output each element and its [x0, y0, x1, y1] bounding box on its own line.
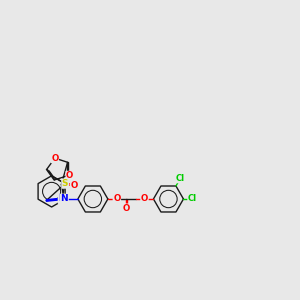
Text: N: N [58, 194, 65, 203]
Text: Cl: Cl [176, 174, 185, 183]
Text: S: S [62, 179, 68, 188]
Text: O: O [66, 171, 74, 180]
Text: O: O [113, 194, 121, 203]
Text: O: O [51, 154, 58, 163]
Text: N: N [61, 194, 68, 203]
Text: Cl: Cl [188, 194, 197, 203]
Text: O: O [70, 181, 78, 190]
Text: O: O [123, 204, 130, 213]
Text: O: O [141, 194, 148, 203]
